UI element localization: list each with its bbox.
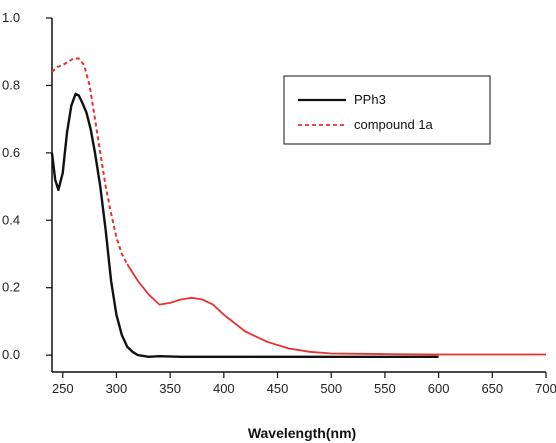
y-tick-label: 0.0 bbox=[2, 347, 20, 362]
x-tick-label: 550 bbox=[374, 381, 396, 396]
x-axis-ticks: 250 300 350 400 450 500 550 600 650 700 bbox=[52, 372, 556, 396]
x-tick-label: 500 bbox=[320, 381, 342, 396]
y-axis-ticks: 0.0 0.2 0.4 0.6 0.8 1.0 bbox=[2, 10, 52, 362]
legend-label-compound-1a: compound 1a bbox=[354, 117, 434, 132]
y-tick-label: 0.8 bbox=[2, 77, 20, 92]
series-layer bbox=[50, 57, 546, 358]
y-tick-label: 0.2 bbox=[2, 280, 20, 295]
x-tick-label: 450 bbox=[267, 381, 289, 396]
series-line-compound-1a bbox=[126, 263, 546, 356]
y-tick-label: 1.0 bbox=[2, 10, 20, 25]
legend-box bbox=[283, 75, 491, 145]
x-tick-label: 350 bbox=[159, 381, 181, 396]
legend: PPh3 compound 1a bbox=[283, 75, 491, 145]
x-tick-label: 600 bbox=[428, 381, 450, 396]
y-tick-label: 0.4 bbox=[2, 212, 20, 227]
legend-label-pph3: PPh3 bbox=[354, 92, 386, 107]
x-tick-label: 300 bbox=[106, 381, 128, 396]
x-tick-label: 700 bbox=[535, 381, 556, 396]
x-tick-label: 250 bbox=[52, 381, 74, 396]
series-line-pph3 bbox=[50, 92, 439, 358]
x-tick-label: 650 bbox=[481, 381, 503, 396]
x-axis-title: Wavelength(nm) bbox=[248, 425, 356, 441]
series-line-compound-1a-dashed bbox=[51, 57, 129, 265]
y-tick-label: 0.6 bbox=[2, 145, 20, 160]
x-tick-label: 400 bbox=[213, 381, 235, 396]
plot-area: 250 300 350 400 450 500 550 600 650 700 0.0 0.2 0.4… bbox=[2, 10, 556, 396]
